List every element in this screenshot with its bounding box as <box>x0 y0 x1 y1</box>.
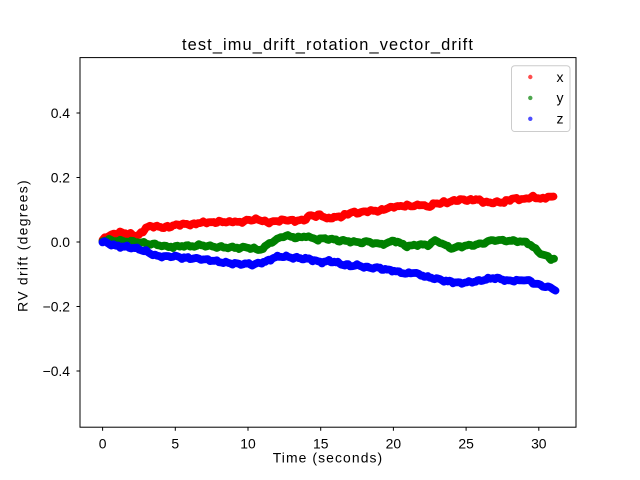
svg-text:0.0: 0.0 <box>51 234 71 250</box>
svg-text:10: 10 <box>240 436 256 452</box>
svg-text:test_imu_drift_rotation_vector: test_imu_drift_rotation_vector_drift <box>182 36 474 54</box>
svg-text:y: y <box>557 90 564 106</box>
svg-text:Time (seconds): Time (seconds) <box>273 449 384 465</box>
svg-text:0.2: 0.2 <box>51 169 71 185</box>
svg-text:30: 30 <box>531 436 547 452</box>
svg-text:x: x <box>557 69 564 85</box>
svg-text:15: 15 <box>313 436 329 452</box>
svg-text:20: 20 <box>386 436 402 452</box>
svg-text:−0.2: −0.2 <box>43 298 71 314</box>
svg-text:5: 5 <box>171 436 179 452</box>
svg-text:25: 25 <box>458 436 474 452</box>
svg-text:RV drift (degrees): RV drift (degrees) <box>15 179 31 312</box>
svg-text:0.4: 0.4 <box>51 105 71 121</box>
svg-text:0: 0 <box>99 436 107 452</box>
svg-text:z: z <box>557 111 564 127</box>
svg-text:−0.4: −0.4 <box>43 363 71 379</box>
